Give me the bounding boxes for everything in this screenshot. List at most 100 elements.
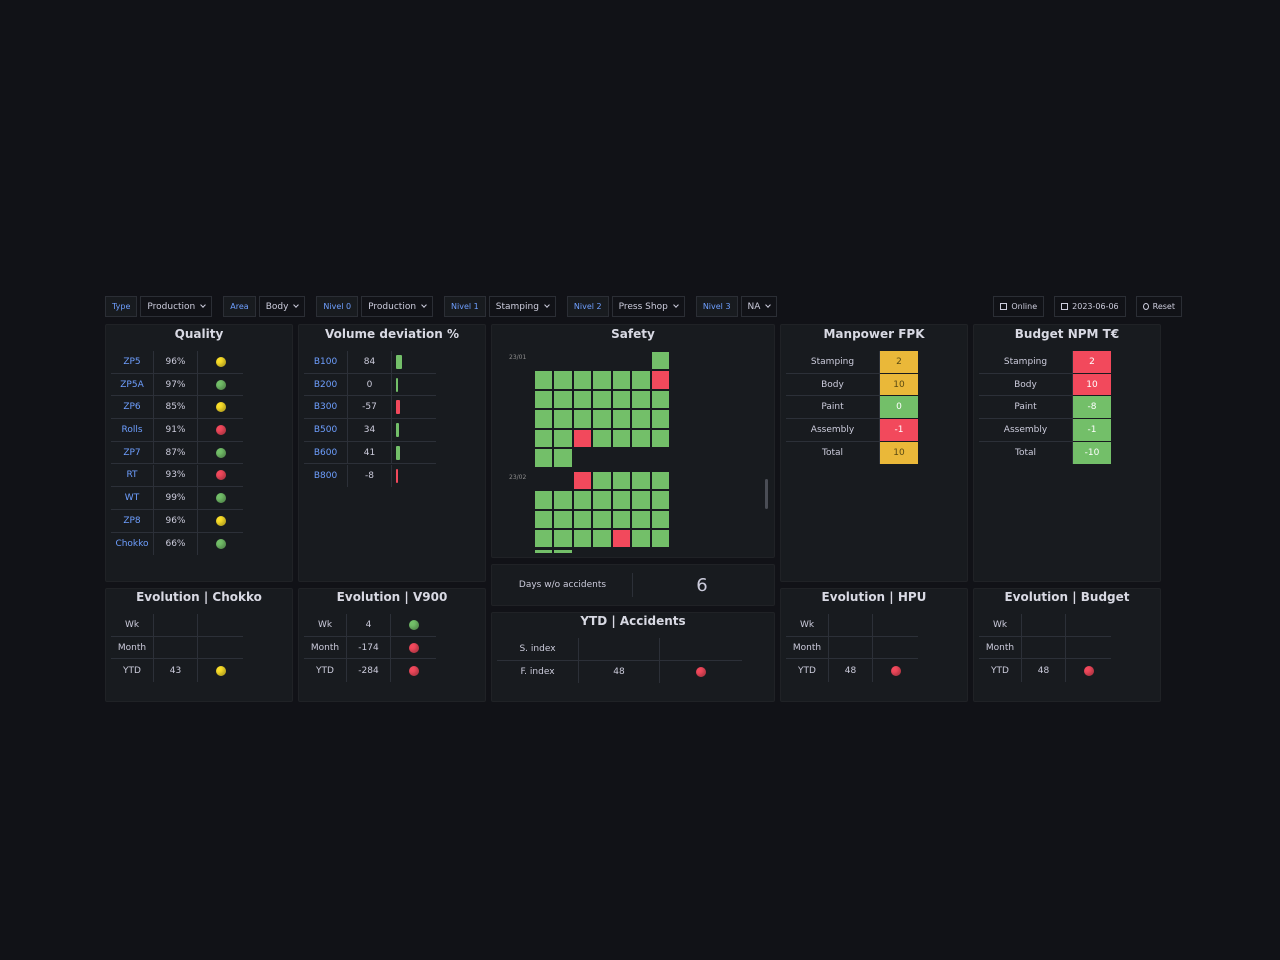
value-cell: -1: [880, 419, 918, 442]
safe-day: [650, 428, 671, 449]
safe-day: [553, 548, 573, 553]
row-value: [829, 614, 873, 637]
variable-label: Nivel 0: [316, 296, 359, 317]
deviation-bar: [396, 377, 398, 392]
variable-select[interactable]: Production: [361, 296, 434, 317]
safe-day: [572, 409, 593, 429]
row-value: -8: [348, 464, 392, 488]
safe-day: [534, 389, 554, 410]
safe-day: [572, 490, 593, 510]
row-name: YTD: [304, 659, 347, 683]
toolbar-button[interactable]: 2023-06-06: [1054, 296, 1126, 317]
caret-icon: [200, 302, 207, 308]
variable-select[interactable]: Body: [258, 296, 306, 317]
safe-day: [534, 409, 554, 429]
value-cell: -10: [1073, 441, 1111, 465]
spacer: [688, 296, 693, 317]
variable-select[interactable]: Stamping: [488, 296, 556, 317]
deviation-bar: [396, 445, 400, 460]
variable-select[interactable]: Press Shop: [611, 296, 685, 317]
row-value: 66%: [154, 532, 198, 556]
safe-day: [611, 490, 632, 510]
deviation-bar: [396, 400, 401, 415]
row-name: B300: [304, 396, 348, 420]
row-name: Stamping: [786, 351, 880, 374]
row-value: 96%: [154, 509, 198, 533]
row-name: B800: [304, 464, 348, 488]
row-value: 48: [579, 660, 660, 684]
safe-day: [611, 370, 632, 390]
safe-day: [572, 389, 593, 410]
safe-day: [534, 509, 554, 530]
safe-day: [650, 389, 671, 410]
status-cell: [873, 659, 918, 682]
status-cell: [198, 419, 243, 442]
safe-day: [631, 370, 651, 390]
row-name: B500: [304, 419, 348, 442]
row-name: YTD: [979, 659, 1022, 683]
spacer: [308, 296, 313, 317]
row-name: Paint: [979, 396, 1073, 420]
deviation-bar: [396, 354, 402, 369]
stat-label: Days w/o accidents: [518, 580, 607, 590]
safe-day: [553, 428, 573, 449]
value-cell: -8: [1073, 396, 1111, 420]
row-name: Total: [786, 441, 880, 465]
panel: YTD | Accidents S. index F. index 48: [491, 612, 775, 702]
row-value: 97%: [154, 373, 198, 397]
value-cell: 10: [880, 441, 918, 465]
status-dot: [215, 515, 226, 526]
status-cell: [198, 351, 243, 374]
row-name: Total: [979, 441, 1073, 465]
button-icon: [1142, 303, 1149, 310]
safe-day: [572, 370, 593, 390]
variable-value: Production: [368, 301, 417, 312]
safe-day: [631, 428, 651, 449]
row-value: 48: [1022, 659, 1066, 683]
row-name: ZP8: [111, 509, 154, 533]
variable-select[interactable]: Production: [140, 296, 213, 317]
row-name: Paint: [786, 396, 880, 420]
safe-day: [631, 490, 651, 510]
row-value: -284: [347, 659, 391, 683]
row-name: WT: [111, 487, 154, 510]
safe-day: [534, 448, 554, 468]
variable-label: Nivel 3: [695, 296, 738, 317]
status-cell: [873, 637, 918, 660]
panel: Evolution | Chokko Wk Month YTD 43: [105, 588, 293, 702]
toolbar-button[interactable]: Online: [993, 296, 1045, 317]
variable-label: Nivel 1: [444, 296, 486, 317]
row-value: 43: [154, 659, 198, 683]
row-value: -174: [347, 636, 391, 660]
row-name: YTD: [111, 659, 154, 683]
status-dot: [215, 470, 226, 481]
row-name: S. index: [497, 638, 579, 661]
panel: Quality ZP5 96% ZP5A 97% ZP6 85% Rolls 91% ZP7 87%…: [105, 324, 293, 582]
variable-select[interactable]: NA: [740, 296, 778, 317]
safe-day: [592, 490, 612, 510]
row-name: Wk: [111, 614, 154, 637]
month-label: 23/02: [509, 473, 527, 481]
safe-day: [553, 448, 573, 468]
panel: Evolution | HPU Wk Month YTD 48: [780, 588, 968, 702]
safe-day: [650, 470, 671, 491]
status-cell: [660, 661, 742, 684]
safe-day: [592, 370, 612, 390]
status-dot: [215, 356, 226, 367]
row-value: 34: [348, 419, 392, 442]
row-name: Assembly: [979, 419, 1073, 442]
row-name: B200: [304, 373, 348, 397]
accident-day: [572, 428, 593, 449]
month-label: 23/01: [509, 354, 527, 361]
toolbar-button[interactable]: Reset: [1135, 296, 1182, 317]
status-cell: [198, 442, 243, 465]
divider: [632, 573, 633, 597]
row-name: Body: [786, 373, 880, 397]
value-cell: 2: [880, 351, 918, 374]
row-name: ZP5: [111, 351, 154, 374]
safe-day: [592, 389, 612, 410]
row-value: [154, 614, 198, 637]
safe-day: [631, 509, 651, 530]
